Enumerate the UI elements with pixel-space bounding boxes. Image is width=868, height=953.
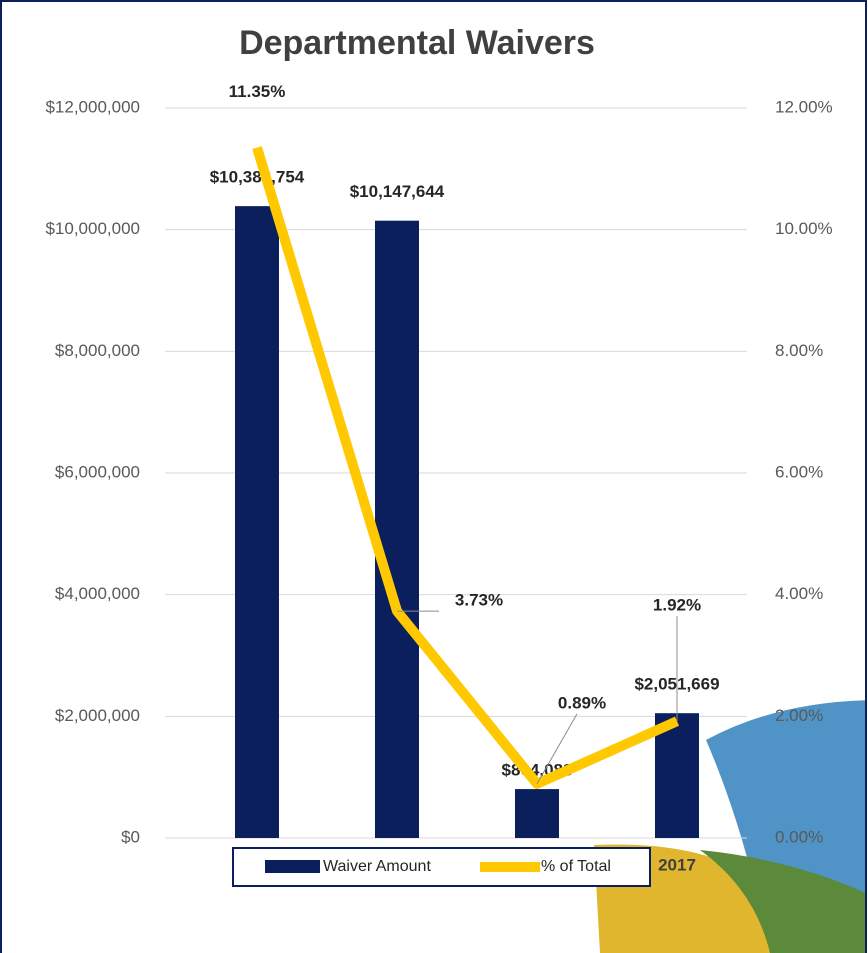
y2-tick-label: 2.00% [775, 706, 823, 725]
y-tick-label: $6,000,000 [55, 462, 140, 481]
legend: Waiver Amount % of Total [233, 848, 650, 886]
data-label: 3.73% [455, 591, 503, 610]
y2-tick-label: 10.00% [775, 219, 833, 238]
y-tick-label: $4,000,000 [55, 584, 140, 603]
y-tick-label: $2,000,000 [55, 706, 140, 725]
y2-tick-label: 8.00% [775, 341, 823, 360]
y-tick-label: $10,000,000 [45, 219, 140, 238]
data-label: $10,147,644 [350, 182, 445, 201]
line [257, 148, 677, 784]
chart: Departmental Waivers $0 $2,000,000 $4,000,… [0, 0, 868, 953]
bar [515, 789, 559, 838]
y-tick-label: $12,000,000 [45, 97, 140, 116]
legend-swatch [265, 860, 320, 873]
y2-tick-label: 0.00% [775, 827, 823, 846]
data-label: 1.92% [653, 596, 701, 615]
y2-tick-label: 12.00% [775, 97, 833, 116]
y2-tick-label: 4.00% [775, 584, 823, 603]
legend-label: % of Total [541, 858, 611, 875]
data-label: $10,386,754 [210, 168, 305, 187]
chart-title: Departmental Waivers [239, 24, 595, 62]
y-tick-label: $8,000,000 [55, 341, 140, 360]
data-label: 0.89% [558, 693, 606, 712]
legend-label: Waiver Amount [323, 858, 431, 875]
x-tick-label: 2017 [658, 855, 696, 874]
y2-tick-label: 6.00% [775, 462, 823, 481]
bar [375, 221, 419, 838]
y-tick-label: $0 [121, 827, 140, 846]
data-label: 11.35% [229, 82, 286, 101]
bar [235, 206, 279, 838]
